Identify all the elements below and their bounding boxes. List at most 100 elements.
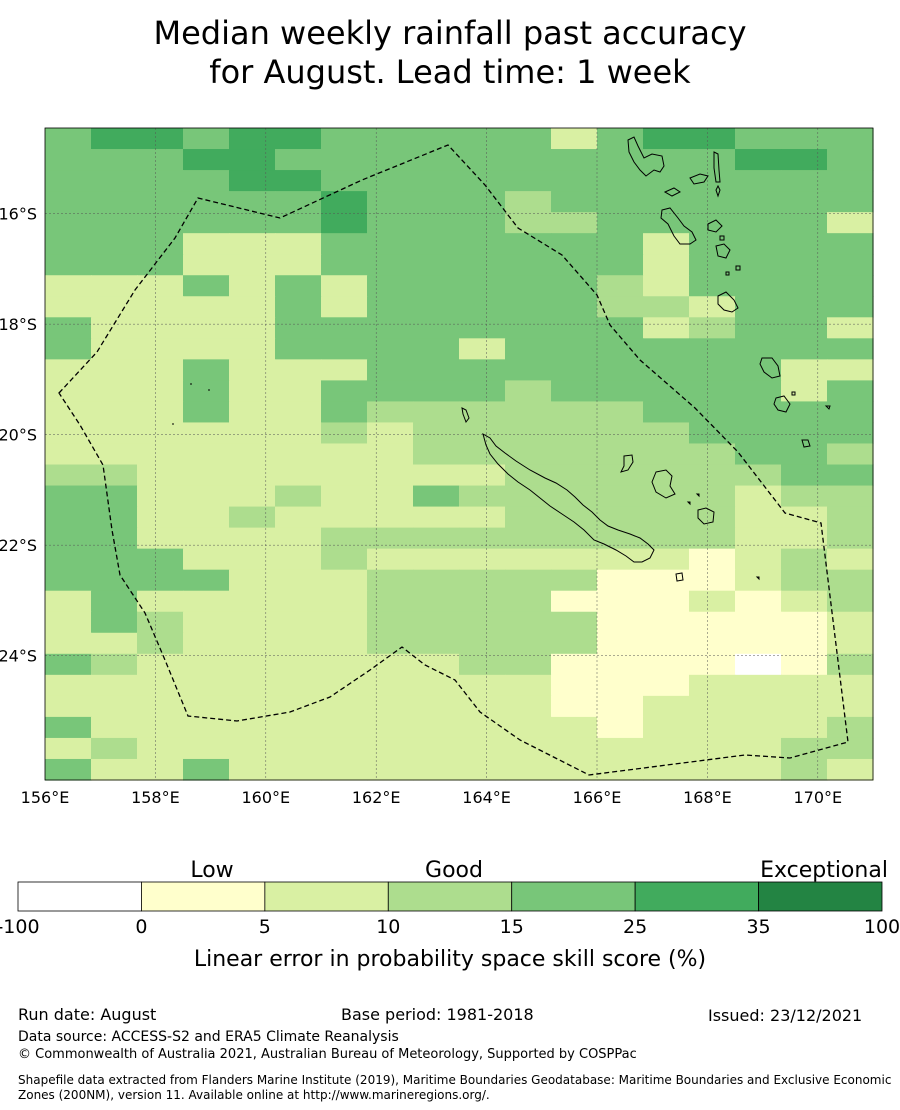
grid-cell [45, 737, 92, 760]
grid-cell [137, 611, 184, 634]
grid-cell [413, 254, 460, 276]
grid-cell [367, 485, 414, 508]
grid-cell [367, 590, 414, 613]
grid-cell [91, 758, 138, 781]
grid-cell [597, 632, 644, 655]
grid-cell [137, 296, 184, 318]
grid-cell [643, 674, 690, 697]
grid-cell [689, 464, 736, 487]
grid-cell [827, 233, 874, 255]
grid-cell [45, 317, 92, 339]
grid-cell [551, 695, 598, 718]
grid-cell [781, 191, 828, 213]
grid-cell [735, 401, 782, 424]
grid-cell [413, 716, 460, 739]
grid-cell [275, 149, 322, 171]
grid-cell [781, 296, 828, 318]
grid-cell [275, 212, 322, 234]
grid-cell [321, 464, 368, 487]
grid-cell [643, 401, 690, 424]
grid-cell [781, 422, 828, 445]
grid-cell [229, 233, 276, 255]
grid-cell [229, 758, 276, 781]
grid-cell [321, 254, 368, 276]
grid-cell [827, 191, 874, 213]
grid-cell [643, 338, 690, 360]
new-caledonia-island [482, 432, 655, 563]
grid-cell [781, 401, 828, 424]
grid-cell [45, 527, 92, 550]
grid-cell [597, 233, 644, 255]
grid-cell [505, 590, 552, 613]
grid-cell [505, 716, 552, 739]
colorbar-tick-label: 15 [500, 916, 524, 938]
grid-cell [735, 611, 782, 634]
grid-cell [551, 191, 598, 213]
grid-cell [781, 464, 828, 487]
grid-cell [689, 716, 736, 739]
grid-cell [643, 170, 690, 192]
grid-cell [229, 485, 276, 508]
grid-cell [643, 128, 690, 150]
grid-cell [229, 191, 276, 213]
grid-cell [229, 401, 276, 424]
grid-cell [459, 548, 506, 571]
grid-cell [91, 716, 138, 739]
grid-cell [505, 401, 552, 424]
grid-cell [459, 128, 506, 150]
grid-cell [551, 716, 598, 739]
grid-cell [321, 359, 368, 381]
grid-cell [91, 296, 138, 318]
grid-cell [459, 485, 506, 508]
lifou-island [651, 469, 676, 499]
grid-cell [643, 275, 690, 297]
colorbar-category-label: Good [425, 858, 483, 883]
grid-cell [413, 674, 460, 697]
grid-cell [275, 527, 322, 550]
grid-cell [137, 674, 184, 697]
grid-cell [183, 590, 230, 613]
grid-cell [137, 632, 184, 655]
grid-cell [367, 191, 414, 213]
grid-cell [183, 611, 230, 634]
grid-cell [183, 737, 230, 760]
grid-cell [91, 653, 138, 676]
grid-cell [551, 422, 598, 445]
grid-cell [183, 653, 230, 676]
grid-cell [183, 296, 230, 318]
grid-cell [735, 632, 782, 655]
matthew-island [801, 439, 811, 448]
grid-cell [459, 527, 506, 550]
grid-cell [551, 359, 598, 381]
grid-cell [137, 653, 184, 676]
grid-cell [413, 422, 460, 445]
grid-cell [413, 170, 460, 192]
grid-cell [137, 359, 184, 381]
grid-cell [643, 296, 690, 318]
grid-cell [781, 338, 828, 360]
grid-cell [735, 254, 782, 276]
grid-cell [91, 590, 138, 613]
grid-cell [689, 254, 736, 276]
grid-cell [551, 233, 598, 255]
belep-island [461, 407, 470, 424]
grid-cell [689, 527, 736, 550]
grid-cell [229, 464, 276, 487]
grid-cell [45, 128, 92, 150]
grid-cell [275, 716, 322, 739]
grid-cell [735, 359, 782, 381]
grid-cell [597, 716, 644, 739]
grid-cell [781, 443, 828, 466]
grid-cell [459, 149, 506, 171]
grid-cell [827, 485, 874, 508]
grid-cell [689, 149, 736, 171]
lon-tick-label: 162°E [352, 788, 401, 807]
grid-cell [597, 275, 644, 297]
grid-cell [275, 611, 322, 634]
grid-cell [735, 485, 782, 508]
grid-cell [137, 149, 184, 171]
issued-date: Issued: 23/12/2021 [708, 1006, 863, 1025]
grid-cell [229, 590, 276, 613]
grid-cell [275, 548, 322, 571]
lat-tick-label: 16°S [0, 205, 37, 224]
